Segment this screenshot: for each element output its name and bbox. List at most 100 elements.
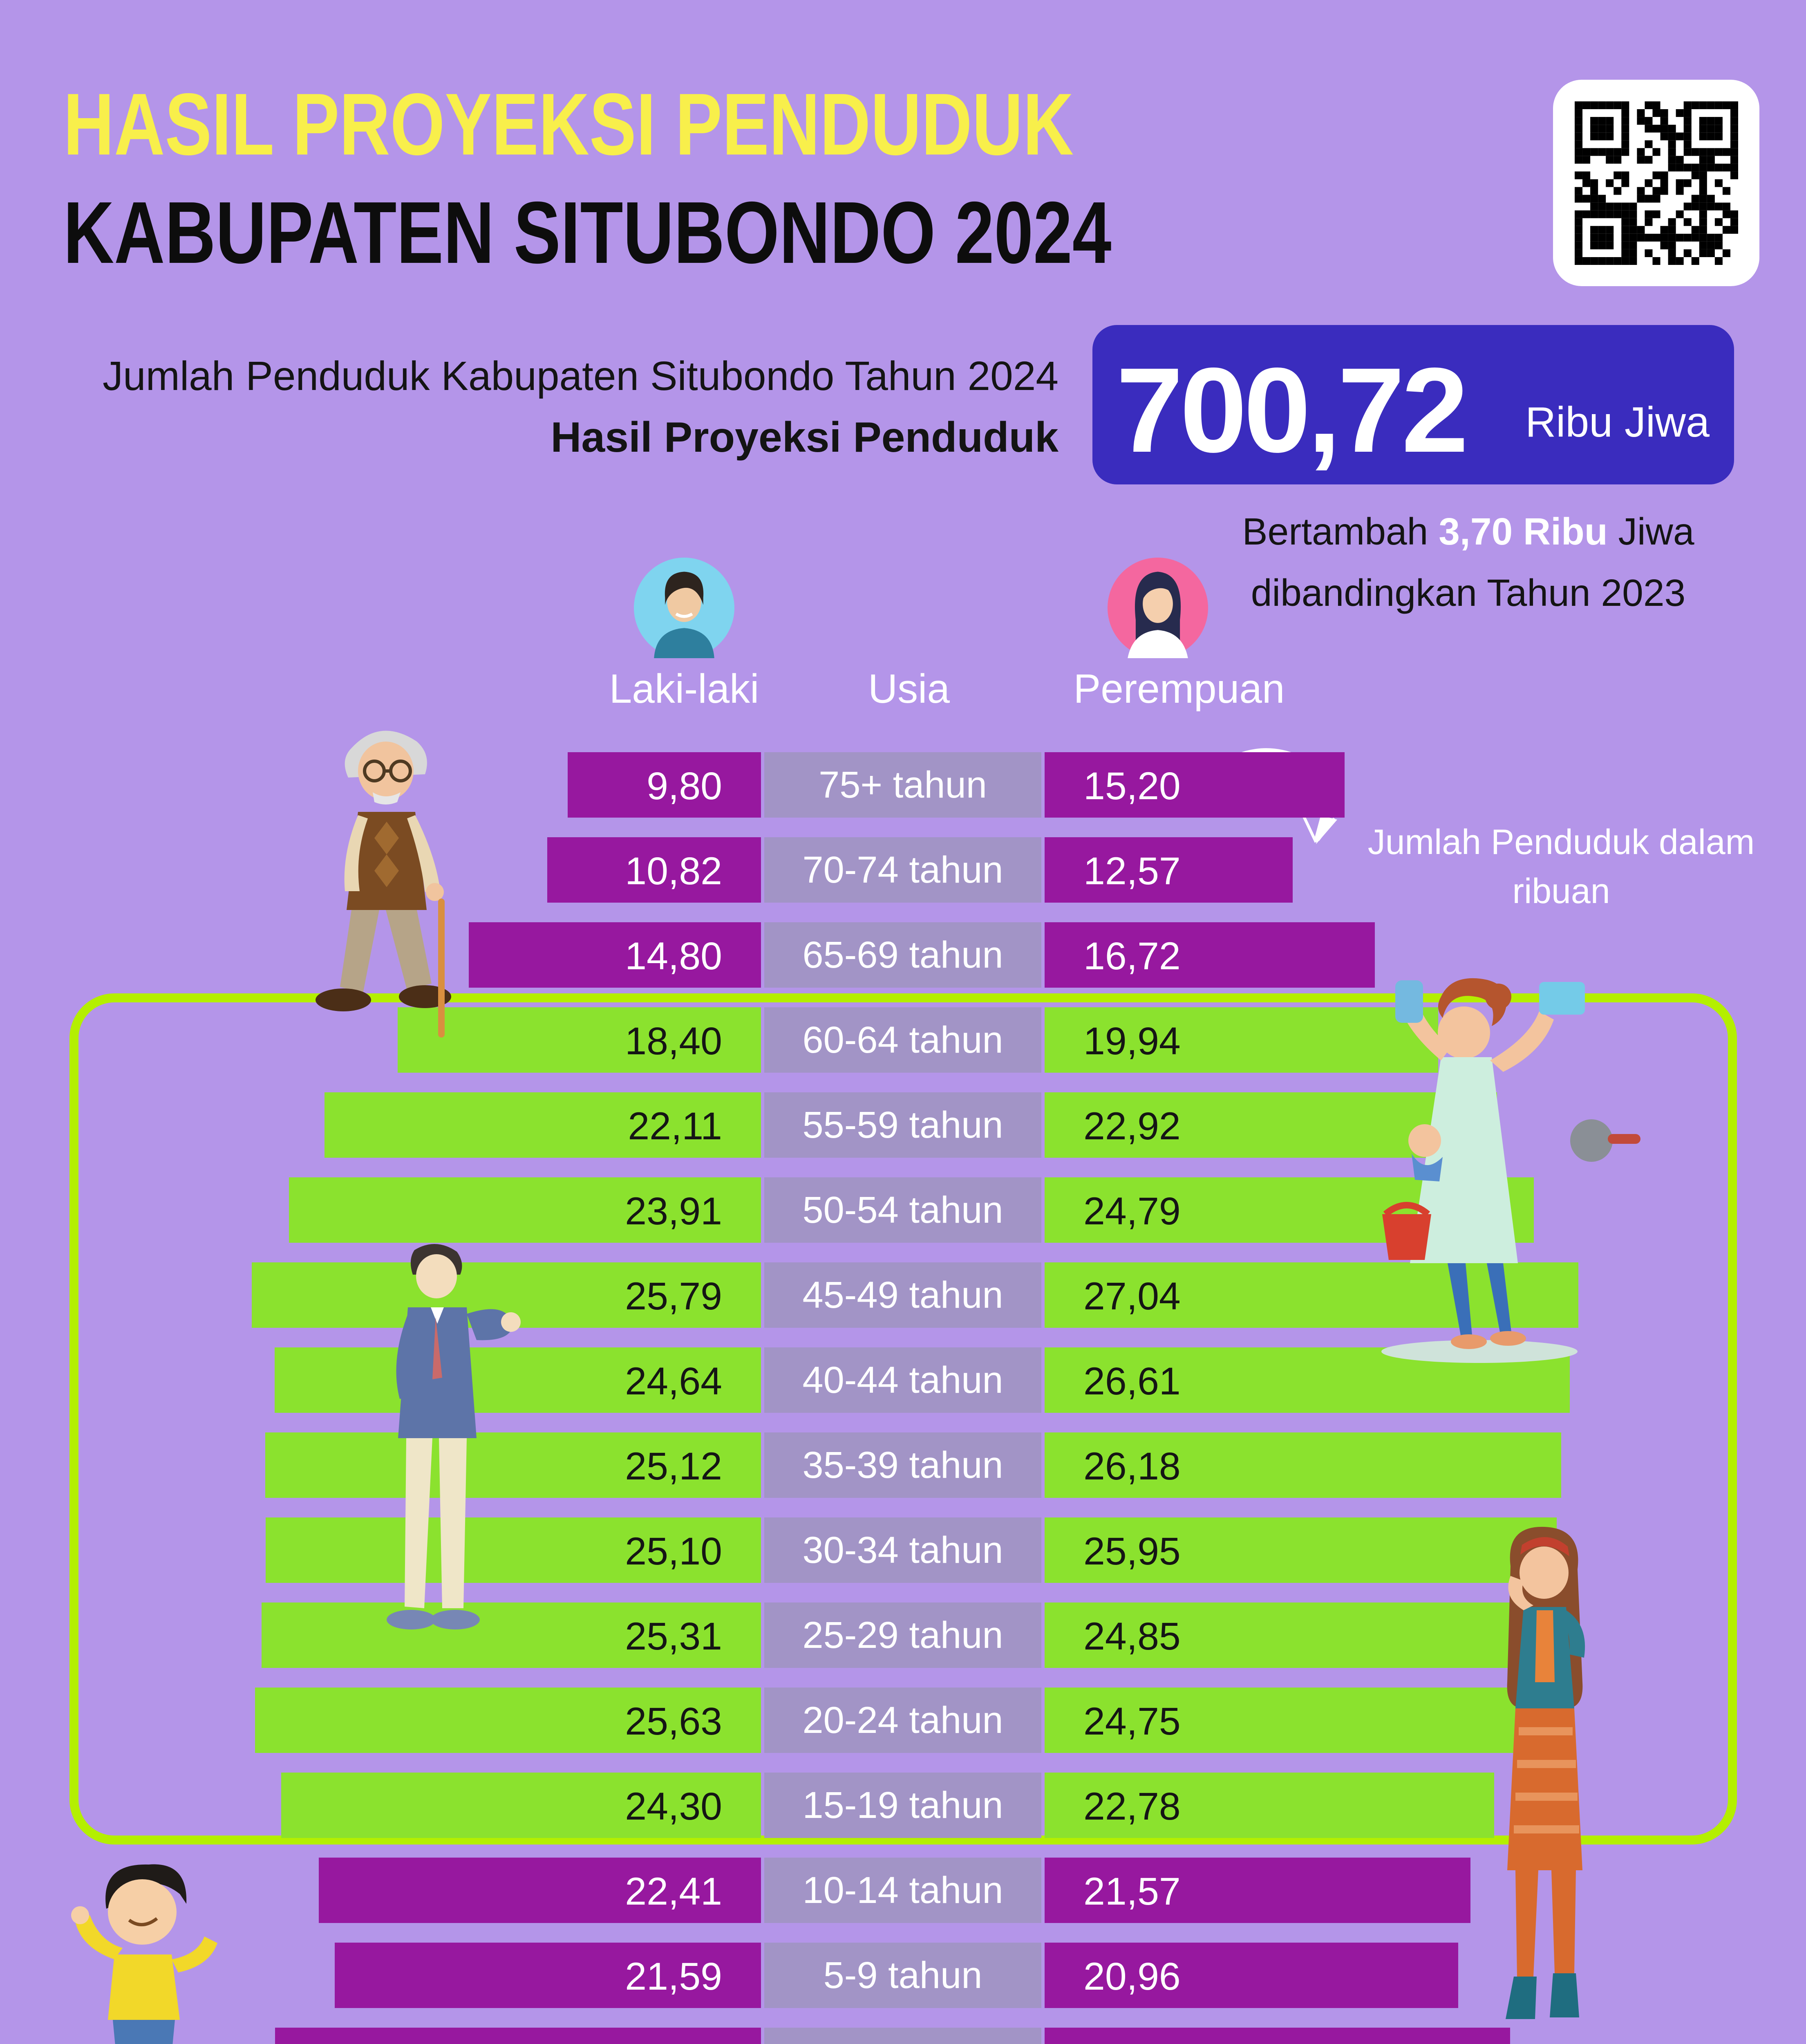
age-cell: 35-39 tahun [764, 1432, 1041, 1498]
female-bar: 23,58 [1045, 2028, 1510, 2044]
age-label: 0-4 tahun [824, 2039, 982, 2044]
male-value: 25,79 [625, 1275, 722, 1318]
female-avatar-icon [1108, 558, 1208, 658]
total-population-box: 700,72 Ribu Jiwa [1092, 325, 1734, 484]
pyramid-row: 25,10 30-34 tahun 25,95 [0, 1517, 1806, 1583]
pyramid-row: 9,80 75+ tahun 15,20 [0, 752, 1806, 818]
male-bar: 9,80 [568, 752, 761, 818]
age-column-label: Usia [868, 666, 950, 712]
pyramid-row: 25,12 35-39 tahun 26,18 [0, 1432, 1806, 1498]
elderly-man-illustration [316, 731, 451, 1038]
age-cell: 30-34 tahun [764, 1517, 1041, 1583]
male-bar: 24,64 [275, 1347, 761, 1413]
female-value: 22,78 [1083, 1785, 1181, 1828]
female-bar: 16,72 [1045, 922, 1375, 988]
page-title-line1: HASIL PROYEKSI PENDUDUK [63, 75, 1074, 173]
female-bar: 22,78 [1045, 1773, 1494, 1838]
pyramid-row: 10,82 70-74 tahun 12,57 [0, 837, 1806, 903]
male-bar: 18,40 [398, 1007, 761, 1073]
age-label: 10-14 tahun [802, 1869, 1003, 1911]
female-value: 23,58 [1083, 2028, 1181, 2044]
pyramid-row: 25,63 20-24 tahun 24,75 [0, 1688, 1806, 1753]
female-value: 25,95 [1083, 1530, 1181, 1573]
total-population-value: 700,72 [1116, 343, 1468, 477]
age-label: 70-74 tahun [802, 849, 1003, 891]
pyramid-row: 24,30 15-19 tahun 22,78 [0, 1773, 1806, 1838]
age-cell: 55-59 tahun [764, 1092, 1041, 1158]
age-cell: 0-4 tahun [764, 2028, 1041, 2044]
male-value: 21,59 [625, 1955, 722, 1998]
pyramid-row: 21,59 5-9 tahun 20,96 [0, 1943, 1806, 2008]
male-bar: 10,82 [547, 837, 761, 903]
male-bar: 25,31 [262, 1602, 761, 1668]
female-value: 19,94 [1083, 1020, 1181, 1063]
age-label: 50-54 tahun [802, 1189, 1003, 1231]
female-value: 24,75 [1083, 1700, 1181, 1743]
thousands-note: Jumlah Penduduk dalam ribuan [1361, 818, 1761, 916]
female-value: 16,72 [1083, 935, 1181, 978]
female-value: 15,20 [1083, 764, 1181, 808]
total-population-unit: Ribu Jiwa [1525, 399, 1710, 446]
pyramid-row: 25,31 25-29 tahun 24,85 [0, 1602, 1806, 1668]
male-value: 23,91 [625, 1190, 722, 1233]
female-value: 26,18 [1083, 1445, 1181, 1488]
age-label: 5-9 tahun [823, 1954, 982, 1996]
standing-woman-illustration [1506, 1526, 1585, 2019]
female-bar: 24,75 [1045, 1688, 1533, 1753]
female-bar: 26,18 [1045, 1432, 1561, 1498]
male-value: 18,40 [625, 1020, 722, 1063]
female-value: 26,61 [1083, 1360, 1181, 1403]
male-column-label: Laki-laki [609, 666, 759, 712]
summary-intro: Jumlah Penduduk Kabupaten Situbondo Tahu… [53, 345, 1059, 468]
male-bar: 24,30 [281, 1773, 761, 1838]
male-value: 24,64 [625, 1360, 722, 1403]
female-bar: 20,96 [1045, 1943, 1458, 2008]
age-cell: 15-19 tahun [764, 1773, 1041, 1838]
female-bar: 12,57 [1045, 837, 1293, 903]
age-label: 35-39 tahun [802, 1444, 1003, 1486]
age-label: 45-49 tahun [802, 1274, 1003, 1316]
female-value: 21,57 [1083, 1870, 1181, 1913]
pyramid-row: 22,41 10-14 tahun 21,57 [0, 1858, 1806, 1923]
age-cell: 5-9 tahun [764, 1943, 1041, 2008]
male-bar: 25,12 [265, 1432, 761, 1498]
delta-note: Bertambah 3,70 Ribu Jiwa dibandingkan Ta… [1200, 501, 1737, 623]
male-value: 24,30 [625, 1785, 722, 1828]
female-column-label: Perempuan [1073, 666, 1285, 712]
qr-code [1553, 80, 1759, 286]
age-cell: 25-29 tahun [764, 1602, 1041, 1668]
female-bar: 21,57 [1045, 1858, 1470, 1923]
male-bar: 14,80 [469, 922, 761, 988]
male-value: 22,11 [628, 1105, 722, 1148]
age-label: 25-29 tahun [802, 1614, 1003, 1656]
age-cell: 70-74 tahun [764, 837, 1041, 903]
male-bar: 25,63 [255, 1688, 761, 1753]
delta-line2: dibandingkan Tahun 2023 [1251, 572, 1686, 614]
male-bar: 25,10 [266, 1517, 761, 1583]
age-cell: 40-44 tahun [764, 1347, 1041, 1413]
male-value: 25,31 [625, 1615, 722, 1658]
multitasking-woman-illustration [1381, 978, 1640, 1363]
female-bar: 15,20 [1045, 752, 1345, 818]
delta-line1: Bertambah 3,70 Ribu Jiwa [1242, 510, 1694, 553]
pyramid-row: 18,40 60-64 tahun 19,94 [0, 1007, 1806, 1073]
adult-man-illustration [387, 1244, 521, 1629]
boy-illustration [71, 1864, 217, 2044]
age-label: 15-19 tahun [802, 1784, 1003, 1826]
summary-intro-line2: Hasil Proyeksi Penduduk [551, 414, 1059, 461]
page-title-line2: KABUPATEN SITUBONDO 2024 [63, 183, 1112, 282]
male-value: 25,63 [625, 1700, 722, 1743]
qr-code-icon [1574, 101, 1738, 265]
age-label: 60-64 tahun [802, 1019, 1003, 1061]
male-bar: 21,59 [335, 1943, 761, 2008]
female-value: 22,92 [1083, 1105, 1181, 1148]
male-value: 22,41 [625, 1870, 722, 1913]
female-value: 20,96 [1083, 1955, 1181, 1998]
male-value: 9,80 [647, 764, 722, 808]
age-label: 65-69 tahun [802, 934, 1003, 976]
female-value: 27,04 [1083, 1275, 1181, 1318]
male-value: 10,82 [625, 849, 722, 893]
pyramid-row: 14,80 65-69 tahun 16,72 [0, 922, 1806, 988]
female-value: 12,57 [1083, 849, 1181, 893]
